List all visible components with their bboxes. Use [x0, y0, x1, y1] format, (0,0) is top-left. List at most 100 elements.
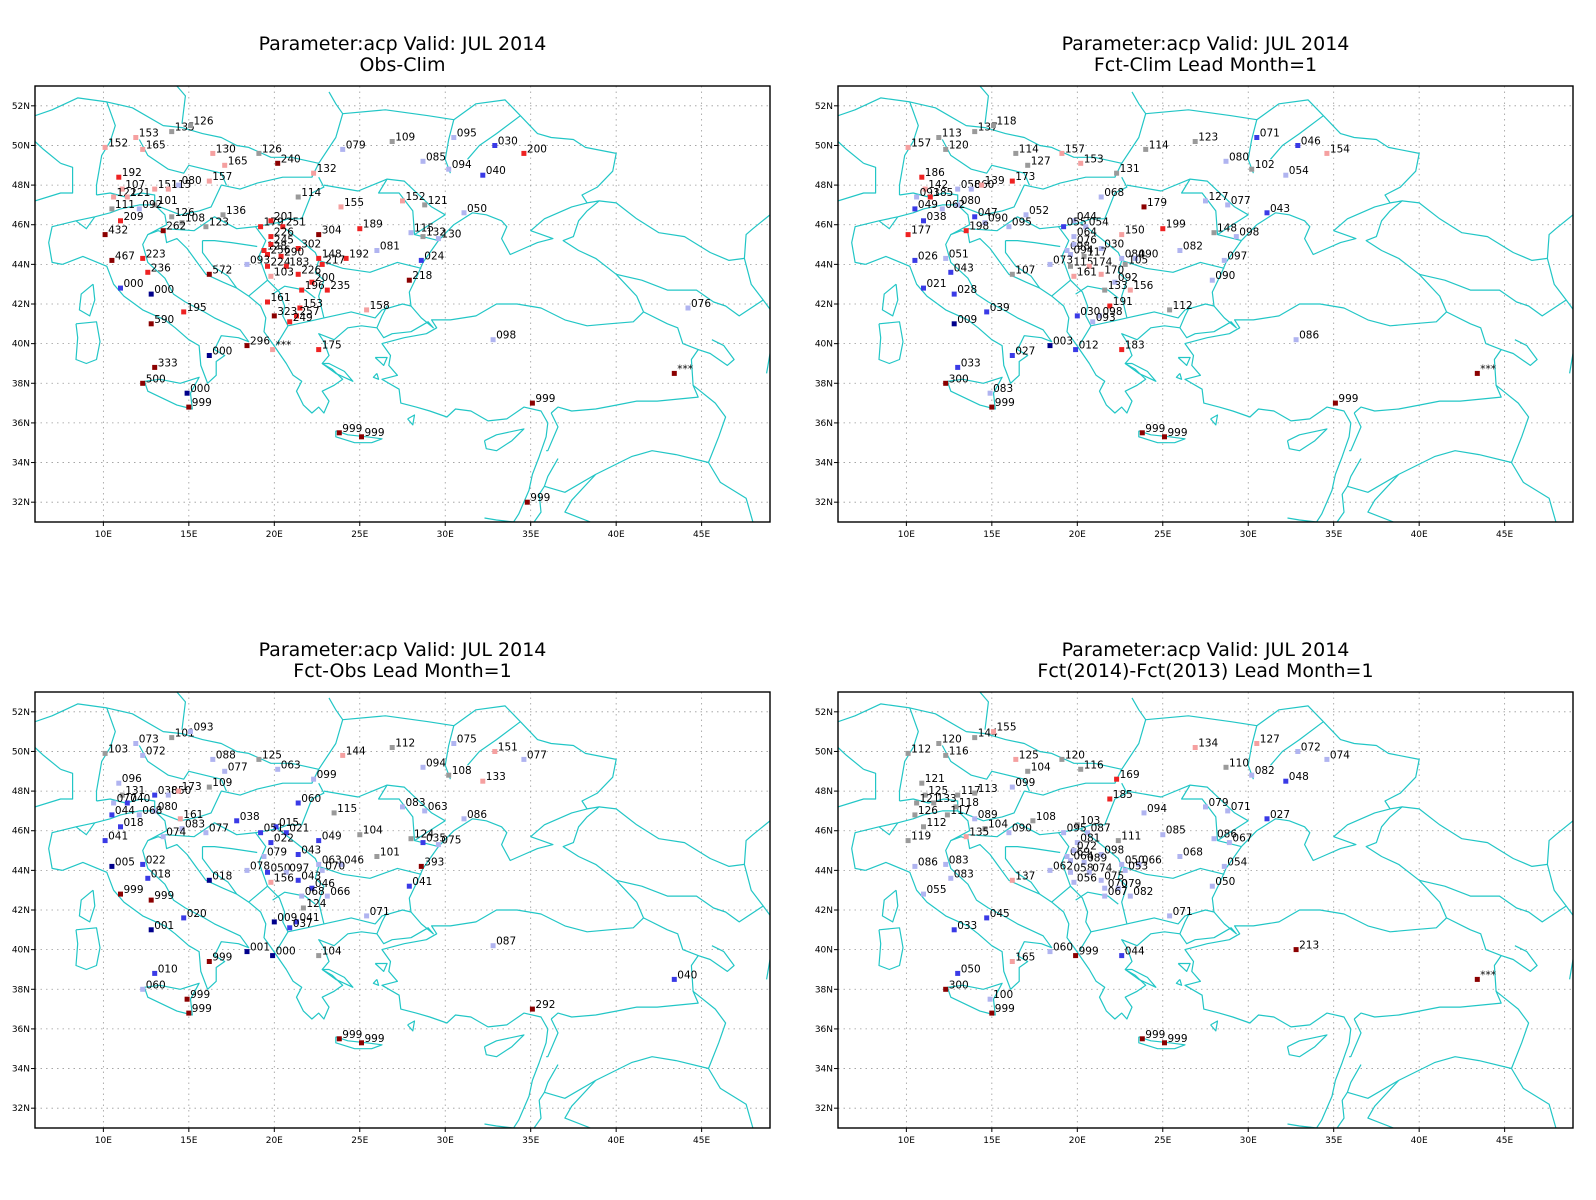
station-value: 127: [1260, 734, 1280, 746]
station-value: 072: [1301, 742, 1321, 754]
station-value: 111: [1121, 831, 1141, 843]
station-value: 038: [158, 785, 178, 797]
coastline: [35, 97, 319, 164]
station-marker: [943, 380, 949, 386]
station-value: 044: [115, 805, 135, 817]
coastline: [1078, 828, 1128, 952]
coastline: [372, 978, 380, 986]
station-value: 109: [212, 777, 232, 789]
y-tick-label: 34N: [12, 459, 30, 469]
station-marker: [116, 780, 122, 786]
x-tick-label: 35E: [1325, 530, 1342, 540]
station-value: 072: [146, 745, 166, 757]
coastline: [1419, 273, 1567, 317]
station-value: 075: [1104, 870, 1124, 882]
station-marker: [905, 232, 911, 238]
station-marker: [1086, 263, 1092, 269]
station-marker: [244, 343, 250, 349]
station-marker: [1225, 202, 1231, 208]
coastline: [1419, 879, 1567, 923]
coastline: [1005, 240, 1061, 248]
panel-title-line2: Fct(2014)-Fct(2013) Lead Month=1: [1037, 660, 1373, 682]
station-value: 999: [1145, 1029, 1165, 1041]
station-marker: [1068, 858, 1073, 863]
y-tick-label: 46N: [12, 221, 30, 231]
coastline: [48, 798, 156, 871]
coastline: [1347, 450, 1512, 493]
station-marker: [955, 186, 961, 192]
station-value: 055: [1067, 217, 1087, 229]
station-value: 054: [1089, 217, 1109, 229]
station-marker: [206, 353, 212, 358]
station-value: 020: [187, 908, 207, 920]
station-marker: [984, 309, 990, 315]
y-tick-label: 48N: [12, 787, 30, 797]
station-marker: [1098, 877, 1104, 883]
coastline: [318, 259, 422, 273]
station-marker: [181, 309, 187, 315]
station-value: 000: [154, 284, 174, 296]
x-tick-label: 20E: [266, 1136, 283, 1146]
station-value: 195: [187, 302, 207, 314]
station-marker: [244, 867, 250, 873]
station-marker: [400, 804, 405, 810]
station-value: 038: [927, 211, 947, 223]
y-tick-label: 44N: [815, 260, 833, 270]
station-value: 064: [1077, 227, 1097, 239]
station-marker: [1009, 877, 1015, 883]
station-marker: [160, 834, 166, 840]
station-value: 125: [928, 785, 948, 797]
station-marker: [1295, 749, 1301, 754]
station-value: 590: [154, 314, 174, 326]
station-marker: [188, 123, 193, 129]
station-marker: [991, 123, 996, 129]
station-value: 157: [1065, 143, 1085, 155]
station-marker: [963, 228, 969, 234]
station-marker: [422, 202, 428, 208]
station-value: 067: [1108, 886, 1128, 898]
coastline: [1145, 99, 1420, 204]
station-value: 041: [108, 831, 128, 843]
station-marker: [1127, 893, 1133, 899]
station-value: 070: [325, 860, 345, 872]
station-value: 393: [424, 856, 444, 868]
station-value: 000: [212, 346, 232, 358]
station-marker: [1115, 885, 1121, 891]
coastline: [1353, 917, 1502, 1020]
station-value: 086: [918, 856, 938, 868]
station-marker: [1283, 172, 1289, 178]
station-marker: [165, 186, 171, 192]
station-marker: [446, 772, 452, 778]
station-marker: [268, 218, 274, 224]
station-value: 041: [300, 912, 320, 924]
coastline: [1286, 1034, 1328, 1058]
station-value: 089: [1087, 852, 1107, 864]
coastline: [550, 311, 699, 414]
x-tick-label: 30E: [437, 530, 454, 540]
station-value: 432: [108, 225, 128, 237]
station-value: 165: [146, 139, 166, 151]
coastline: [838, 768, 877, 808]
station-value: 093: [194, 722, 214, 734]
coastline: [950, 810, 971, 842]
station-marker: [148, 291, 154, 297]
coastline: [335, 430, 383, 444]
coastline: [941, 745, 1030, 792]
station-value: 121: [130, 187, 150, 199]
station-marker: [1177, 248, 1183, 253]
panel-4: Parameter:acp Valid: JUL 2014Fct(2014)-F…: [815, 639, 1574, 1146]
coastline: [35, 703, 319, 770]
station-value: 026: [918, 250, 938, 262]
station-marker: [968, 186, 974, 192]
coastline: [967, 822, 1072, 903]
station-marker: [148, 927, 154, 933]
station-marker: [1223, 764, 1229, 770]
coastline: [616, 273, 764, 317]
station-value: 103: [1080, 815, 1100, 827]
coastline: [75, 822, 96, 836]
station-marker: [1107, 303, 1113, 309]
coastline: [564, 473, 597, 522]
station-marker: [921, 824, 926, 830]
station-marker: [1068, 869, 1073, 875]
